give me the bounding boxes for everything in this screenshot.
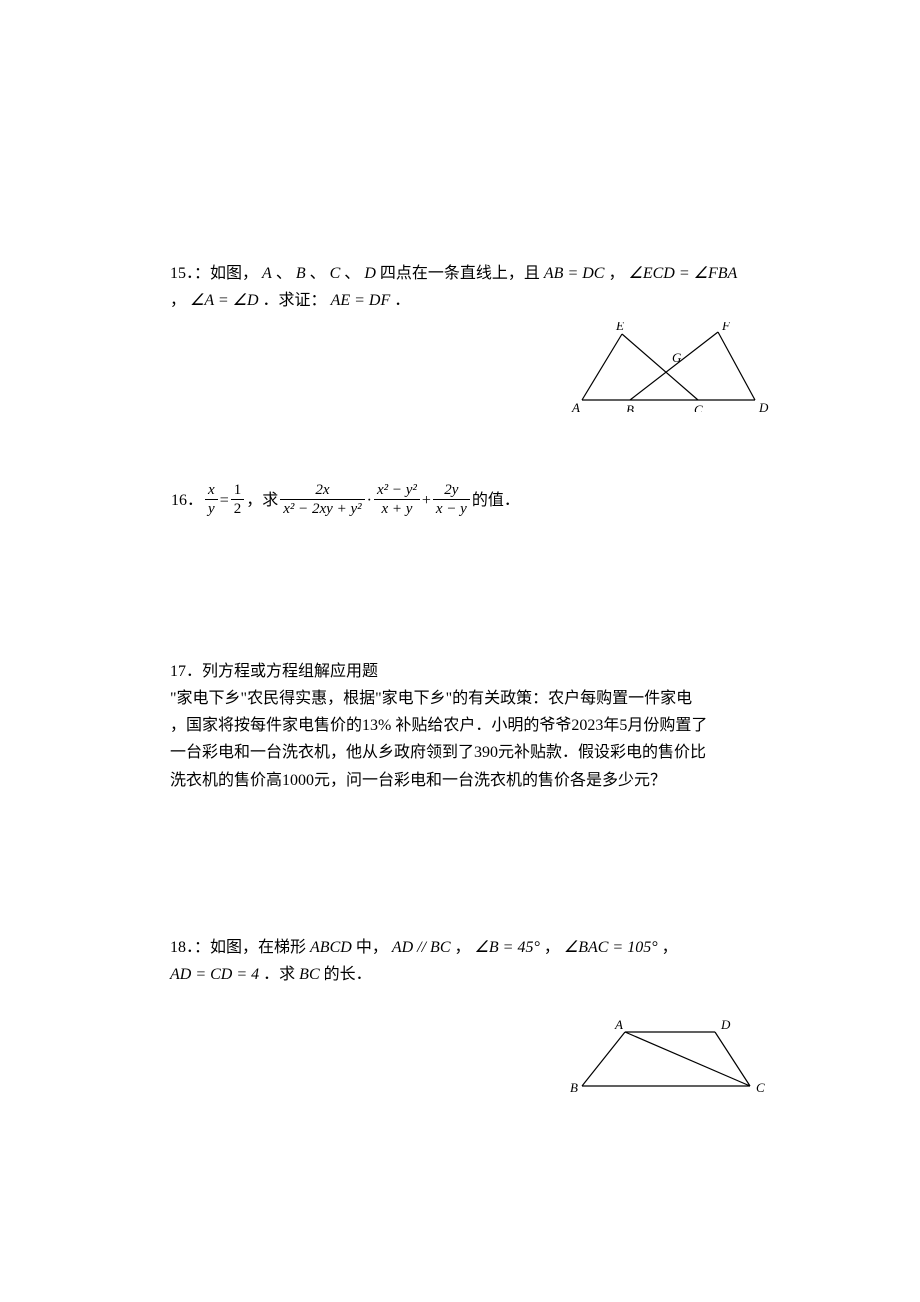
p18-abcd: ABCD bbox=[310, 939, 352, 956]
p15-C: C bbox=[330, 265, 341, 282]
p18-bc: BC bbox=[299, 966, 319, 983]
p15-comma1: ， bbox=[608, 265, 624, 282]
p15-line2-lead: ， bbox=[170, 292, 186, 309]
svg-text:B: B bbox=[626, 402, 634, 412]
p18-angB-l: ∠B bbox=[475, 939, 499, 956]
p15-D: D bbox=[364, 265, 376, 282]
p15-prove-lead: ．求证： bbox=[263, 292, 327, 309]
p15-B: B bbox=[296, 265, 306, 282]
p16-frac4: x² − y² x + y bbox=[374, 482, 420, 518]
p18-figure: A D B C bbox=[570, 1018, 770, 1098]
p15-prove-eq: AE = DF bbox=[331, 292, 391, 309]
p15-text: 15．：如图， A 、 B 、 C 、 D 四点在一条直线上，且 AB = DC… bbox=[170, 260, 770, 314]
p15-angeq1m: = bbox=[675, 265, 694, 282]
p16-frac5: 2y x − y bbox=[433, 482, 470, 518]
p18-eq-adcd: AD = CD = 4 bbox=[170, 966, 259, 983]
problem-15: 15．：如图， A 、 B 、 C 、 D 四点在一条直线上，且 AB = DC… bbox=[170, 260, 770, 412]
p16-f2-num: 1 bbox=[231, 482, 245, 500]
svg-text:E: E bbox=[615, 322, 624, 333]
p17-title: 列方程或方程组解应用题 bbox=[202, 663, 378, 680]
p18-mid1: 中， bbox=[356, 939, 388, 956]
p16-dot: · bbox=[367, 487, 372, 514]
svg-text:G: G bbox=[672, 350, 682, 365]
p16-f1-den: y bbox=[205, 500, 218, 518]
p17-line3: 一台彩电和一台洗衣机，他从乡政府领到了390元补贴款．假设彩电的售价比 bbox=[170, 744, 706, 761]
p17-line2: ，国家将按每件家电售价的13% 补贴给农户．小明的爷爷2023年5月份购置了 bbox=[170, 717, 707, 734]
p16-f2-den: 2 bbox=[231, 500, 245, 518]
p16-eq: = bbox=[220, 487, 229, 514]
p17-number: 17． bbox=[170, 663, 202, 680]
svg-text:C: C bbox=[756, 1080, 765, 1095]
svg-text:C: C bbox=[694, 402, 703, 412]
p18-figure-wrap: A D B C bbox=[170, 1018, 770, 1098]
svg-text:A: A bbox=[571, 400, 580, 412]
p17-line4: 洗衣机的售价高1000元，问一台彩电和一台洗衣机的售价各是多少元？ bbox=[170, 772, 666, 789]
p16-f5-den: x − y bbox=[433, 500, 470, 518]
p15-angeq2m: = bbox=[214, 292, 233, 309]
p15-after-pts: 四点在一条直线上，且 bbox=[380, 265, 540, 282]
svg-text:F: F bbox=[721, 322, 731, 333]
p16-comma: ，求 bbox=[246, 487, 278, 514]
p18-lead: ：如图，在梯形 bbox=[194, 939, 306, 956]
p18-angB-eq: = 45° bbox=[499, 939, 540, 956]
p18-ask: ．求 bbox=[263, 966, 295, 983]
svg-text:A: A bbox=[614, 1018, 623, 1032]
p16-frac-xy: x y bbox=[205, 482, 218, 518]
p15-angeq1l: ∠ECD bbox=[628, 265, 674, 282]
problem-16: 16． x y = 1 2 ，求 2x x² − 2xy + y² · x² −… bbox=[170, 482, 770, 518]
p16-f3-den: x² − 2xy + y² bbox=[280, 500, 364, 518]
p16-number: 16． bbox=[171, 487, 203, 514]
p16-tail: 的值． bbox=[472, 487, 520, 514]
p15-number: 15． bbox=[170, 265, 194, 282]
page: 15．：如图， A 、 B 、 C 、 D 四点在一条直线上，且 AB = DC… bbox=[170, 260, 770, 1124]
p15-figure: A B C D E F G bbox=[570, 322, 770, 412]
problem-17: 17．列方程或方程组解应用题 "家电下乡"农民得实惠，根据"家电下乡"的有关政策… bbox=[170, 658, 770, 794]
p15-A: A bbox=[262, 265, 272, 282]
p16-plus: + bbox=[422, 487, 431, 514]
p15-lead: ：如图， bbox=[194, 265, 258, 282]
p15-sep2: 、 bbox=[310, 265, 326, 282]
p16-text: 16． x y = 1 2 ，求 2x x² − 2xy + y² · x² −… bbox=[170, 482, 770, 518]
svg-text:D: D bbox=[758, 400, 769, 412]
p18-number: 18． bbox=[170, 939, 194, 956]
p17-line1: "家电下乡"农民得实惠，根据"家电下乡"的有关政策：农户每购置一件家电 bbox=[170, 690, 692, 707]
svg-text:D: D bbox=[720, 1018, 731, 1032]
p15-angeq2r: ∠D bbox=[233, 292, 259, 309]
p16-f1-num: x bbox=[205, 482, 218, 500]
p15-figure-wrap: A B C D E F G bbox=[170, 322, 770, 412]
p18-angBAC-l: ∠BAC bbox=[564, 939, 609, 956]
svg-text:B: B bbox=[570, 1080, 578, 1095]
p18-text: 18．：如图，在梯形 ABCD 中， AD // BC ， ∠B = 45° ，… bbox=[170, 934, 770, 988]
p15-tail: ． bbox=[394, 292, 410, 309]
p16-f4-den: x + y bbox=[374, 500, 420, 518]
p17-text: 17．列方程或方程组解应用题 "家电下乡"农民得实惠，根据"家电下乡"的有关政策… bbox=[170, 658, 770, 794]
p15-angeq1r: ∠FBA bbox=[694, 265, 738, 282]
p16-f4-num: x² − y² bbox=[374, 482, 420, 500]
p16-frac3: 2x x² − 2xy + y² bbox=[280, 482, 364, 518]
p18-parallel: AD // BC bbox=[392, 939, 451, 956]
p18-c1: ， bbox=[455, 939, 471, 956]
p16-frac-12: 1 2 bbox=[231, 482, 245, 518]
p15-eq1: AB = DC bbox=[544, 265, 605, 282]
p18-c2: ， bbox=[544, 939, 560, 956]
p18-angBAC-eq: = 105° bbox=[608, 939, 657, 956]
p15-angeq2l: ∠A bbox=[190, 292, 214, 309]
p15-sep1: 、 bbox=[276, 265, 292, 282]
p18-tail: 的长． bbox=[324, 966, 372, 983]
problem-18: 18．：如图，在梯形 ABCD 中， AD // BC ， ∠B = 45° ，… bbox=[170, 934, 770, 1098]
p18-c3: ， bbox=[662, 939, 678, 956]
p16-f3-num: 2x bbox=[280, 482, 364, 500]
p16-f5-num: 2y bbox=[433, 482, 470, 500]
p15-sep3: 、 bbox=[344, 265, 360, 282]
